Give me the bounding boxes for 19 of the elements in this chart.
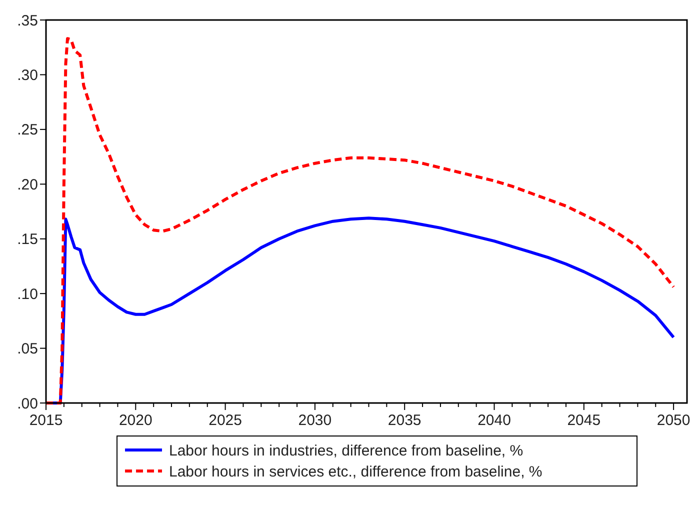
x-tick-label: 2015	[29, 412, 63, 429]
x-tick-label: 2045	[567, 412, 601, 429]
x-tick-label: 2025	[208, 412, 242, 429]
x-tick-label: 2050	[656, 412, 690, 429]
y-tick-label: .05	[17, 340, 38, 358]
y-tick-label: .25	[17, 122, 38, 139]
y-tick-label: .00	[17, 395, 38, 412]
legend-label: Labor hours in industries, difference from baseline, %	[169, 442, 524, 460]
y-tick-label: .10	[17, 286, 38, 303]
x-tick-label: 2030	[298, 412, 332, 429]
y-tick-label: .30	[17, 66, 38, 84]
line-series	[44, 37, 676, 404]
y-tick-label: .15	[17, 231, 38, 248]
y-tick-label: .20	[17, 176, 38, 194]
y-tick-label: .35	[17, 12, 38, 30]
x-tick-label: 2020	[118, 412, 152, 429]
legend-label: Labor hours in services etc., difference from baseline, %	[169, 463, 542, 480]
x-tick-label: 2040	[478, 412, 511, 429]
x-tick-label: 2035	[388, 412, 422, 429]
